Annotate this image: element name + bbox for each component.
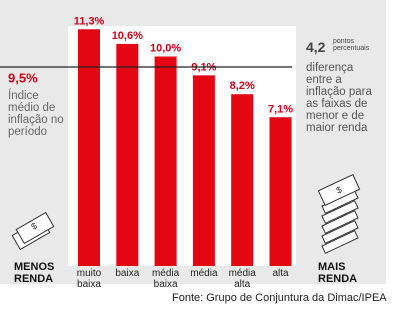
x-tick-label: alta bbox=[272, 268, 289, 279]
bar bbox=[116, 43, 139, 267]
bar bbox=[269, 117, 292, 266]
svg-text:$: $ bbox=[335, 184, 344, 195]
bar bbox=[154, 56, 177, 266]
x-tick-label: média baixa bbox=[151, 268, 180, 290]
reference-label: 9,5% bbox=[8, 71, 38, 86]
source: Fonte: Grupo de Conjuntura da Dimac/IPEA bbox=[172, 292, 387, 304]
value-label: 8,2% bbox=[230, 80, 255, 92]
x-tick-label: muito baixa bbox=[76, 268, 102, 290]
x-tick-label: média bbox=[190, 268, 218, 279]
value-label: 7,1% bbox=[268, 103, 293, 115]
bar bbox=[231, 94, 254, 267]
annotation-number: 4,2 bbox=[306, 39, 326, 55]
annotation-unit: pontos percentuais bbox=[333, 38, 370, 53]
reference-text: Índice médio de inflação no período bbox=[8, 89, 64, 139]
value-label: 10,0% bbox=[150, 43, 181, 55]
left-label: MENOS RENDA bbox=[14, 261, 55, 285]
money-icon-left: $ bbox=[11, 211, 55, 251]
x-tick-label: média alta bbox=[228, 268, 256, 290]
value-label: 11,3% bbox=[74, 15, 105, 27]
bar bbox=[192, 75, 215, 266]
value-label: 10,6% bbox=[112, 30, 143, 42]
bar bbox=[78, 29, 100, 266]
plot-area bbox=[68, 26, 296, 266]
annotation-text: diferença entre a inflação para as faixa… bbox=[306, 62, 372, 135]
x-tick-label: baixa bbox=[115, 268, 140, 279]
svg-text:$: $ bbox=[29, 221, 38, 232]
money-icon-right: $ bbox=[317, 174, 361, 254]
right-label: MAIS RENDA bbox=[318, 261, 358, 285]
